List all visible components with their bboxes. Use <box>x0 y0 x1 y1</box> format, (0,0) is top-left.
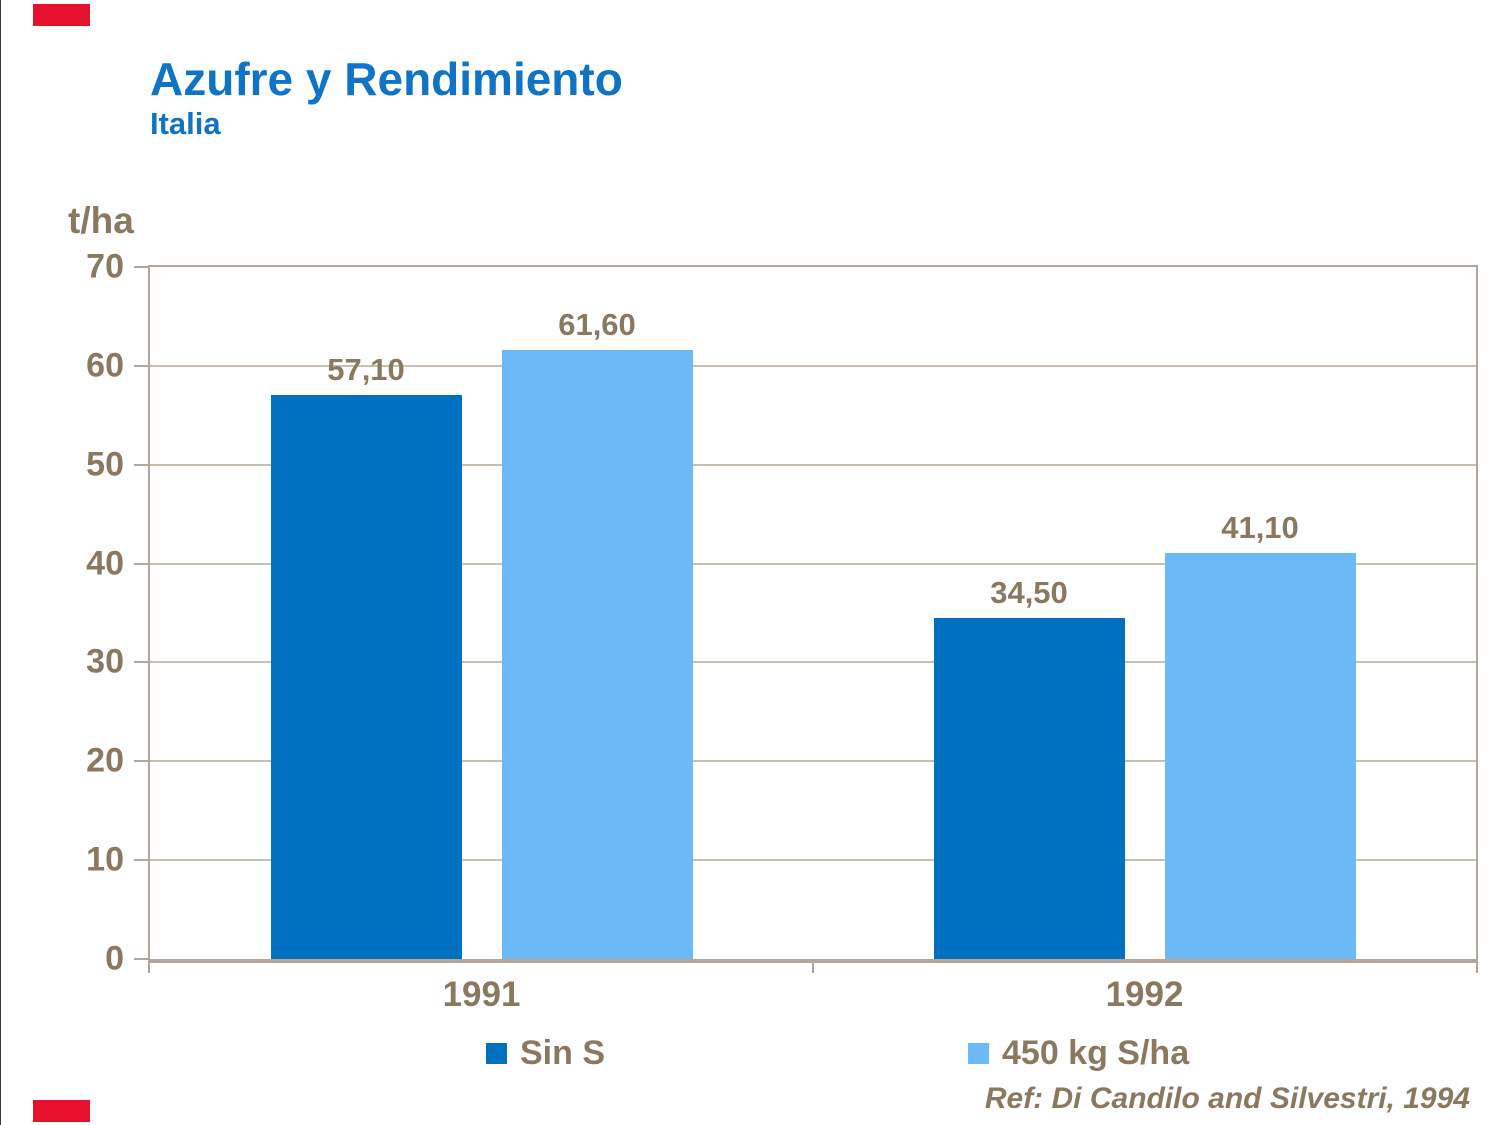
chart-legend: Sin S 450 kg S/ha <box>0 1036 1500 1076</box>
y-tick-mark <box>134 463 149 466</box>
bar-450-kg-s-ha-1992 <box>1164 552 1356 959</box>
red-corner-mark-bottom <box>33 1100 90 1122</box>
legend-item-sin-s: Sin S <box>486 1036 605 1070</box>
category-label: 1992 <box>1105 975 1184 1014</box>
y-tick-label: 20 <box>86 741 124 780</box>
chart-plot-area: 0 10 20 30 40 50 60 70 1991 57,10 61,60 1992 34,50 41… <box>86 249 1478 1012</box>
legend-label: 450 kg S/ha <box>1002 1034 1190 1072</box>
y-tick-mark <box>134 760 149 763</box>
y-tick-label: 70 <box>86 247 124 286</box>
y-tick-label: 60 <box>86 346 124 385</box>
y-tick-mark <box>134 859 149 862</box>
y-tick-label: 50 <box>86 445 124 484</box>
legend-swatch-icon <box>486 1042 507 1064</box>
reference-text: Ref: Di Candilo and Silvestri, 1994 <box>984 1082 1470 1115</box>
gridline <box>150 661 1476 664</box>
gridline <box>150 760 1476 763</box>
gridline <box>150 364 1476 367</box>
bar-value-label: 57,10 <box>327 351 405 387</box>
bar-value-label: 41,10 <box>1221 509 1299 545</box>
y-tick-mark <box>134 266 149 268</box>
y-tick-label: 0 <box>105 939 124 978</box>
left-edge-line <box>0 0 1 1125</box>
y-tick-mark <box>134 364 149 367</box>
legend-swatch-icon <box>968 1042 989 1064</box>
legend-label: Sin S <box>520 1034 606 1072</box>
gridline <box>150 859 1476 862</box>
y-tick-label: 30 <box>86 642 124 681</box>
bar-sin-s-1992 <box>933 617 1125 959</box>
x-tick-mark <box>812 961 814 973</box>
y-tick-label: 40 <box>86 543 124 582</box>
gridline <box>150 562 1476 565</box>
x-tick-mark <box>1476 961 1478 973</box>
legend-item-450-kg-s-ha: 450 kg S/ha <box>968 1036 1189 1070</box>
category-label: 1991 <box>442 975 521 1014</box>
x-tick-mark <box>148 961 150 973</box>
y-tick-mark <box>134 958 149 960</box>
y-tick-mark <box>134 661 149 664</box>
bar-value-label: 34,50 <box>990 574 1068 610</box>
bar-sin-s-1991 <box>270 394 462 959</box>
gridline <box>150 463 1476 466</box>
red-corner-mark-top <box>33 4 90 26</box>
y-axis-title: t/ha <box>68 200 134 241</box>
page-title: Azufre y Rendimiento <box>150 53 623 105</box>
y-tick-mark <box>134 562 149 565</box>
page-subtitle: Italia <box>150 106 221 141</box>
y-tick-label: 10 <box>86 840 124 879</box>
bar-value-label: 61,60 <box>558 307 636 343</box>
bar-450-kg-s-ha-1991 <box>501 350 693 959</box>
